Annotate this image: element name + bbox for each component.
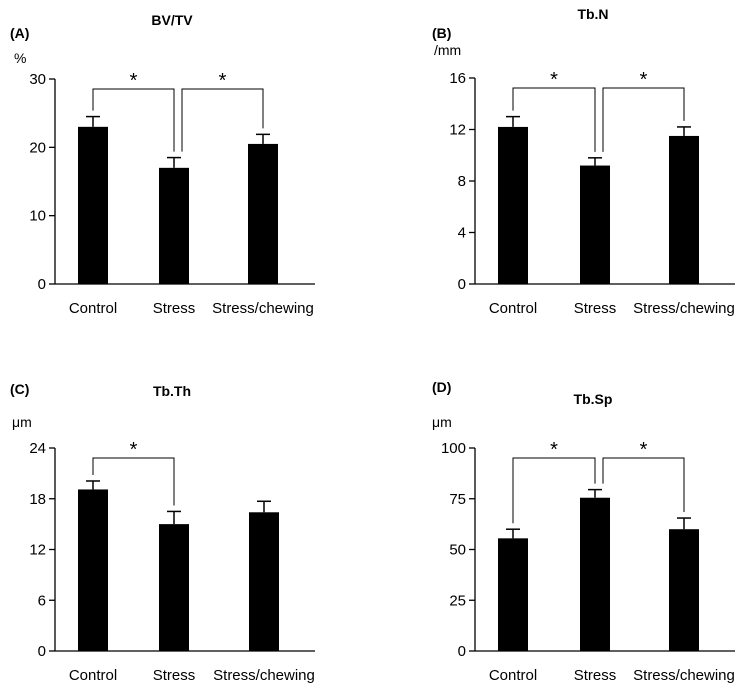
panel-1-y-tick-label-2: 20 [29, 139, 46, 156]
panel-4-y-tick-label-3: 75 [449, 491, 466, 508]
panel-2-chart-title: Tb.N [577, 6, 608, 22]
panel-1-significance-bracket-1 [92, 88, 175, 152]
panel-4-y-tick-label-4: 100 [441, 440, 466, 457]
panel-1-significance-bracket-2 [181, 88, 264, 152]
panel-4-y-tick-label-1: 25 [449, 592, 466, 609]
panel-2-panel-letter: (B) [432, 25, 451, 41]
panel-3-panel-letter: (C) [10, 381, 29, 397]
panel-1-bar-3 [248, 143, 278, 284]
panel-4-bar-3 [669, 529, 699, 651]
panel-3-y-tick-label-0: 0 [38, 643, 46, 660]
panel-1-significance-star-2: * [219, 70, 227, 92]
panel-2-y-tick-label-4: 16 [449, 70, 466, 87]
panel-3-category-label-1: Control [69, 667, 117, 684]
panel-1-y-tick-label-0: 0 [38, 276, 46, 293]
panel-3-bar-1 [78, 489, 108, 651]
panel-1-y-tick-label-1: 10 [29, 208, 46, 225]
panel-2-significance-star-2: * [640, 69, 648, 91]
panel-3-y-tick-label-3: 18 [29, 491, 46, 508]
panel-3-y-tick-label-1: 6 [38, 592, 46, 609]
panel-2-y-tick-label-3: 12 [449, 122, 466, 139]
panel-2-y-tick-label-0: 0 [458, 276, 466, 293]
panel-2-y-tick-label-1: 4 [458, 225, 466, 242]
panel-3-bar-3 [249, 512, 279, 651]
panel-4-significance-bracket-1 [512, 457, 596, 524]
panel-3-significance-star-1: * [130, 439, 138, 461]
panel-3-y-tick-label-2: 12 [29, 542, 46, 559]
panel-1-y-tick-label-3: 30 [29, 71, 46, 88]
panel-4-significance-star-2: * [640, 439, 648, 461]
panel-1-bar-1 [78, 126, 108, 284]
panel-2-category-label-2: Stress [574, 300, 617, 317]
panel-4-bar-1 [498, 538, 528, 651]
panel-4-y-unit-label: μm [432, 414, 452, 430]
panel-3-chart-title: Tb.Th [153, 383, 191, 399]
panel-1-bar-2 [159, 167, 189, 284]
panel-1-category-label-3: Stress/chewing [212, 300, 314, 317]
panel-4-chart-title: Tb.Sp [574, 391, 613, 407]
panel-1-category-label-2: Stress [153, 300, 196, 317]
panel-3-category-label-3: Stress/chewing [213, 667, 315, 684]
panel-4-category-label-2: Stress [574, 667, 617, 684]
panel-2-bar-3 [669, 135, 699, 284]
panel-3-category-label-2: Stress [153, 667, 196, 684]
panel-2-bar-1 [498, 126, 528, 284]
panel-1-y-unit-label: % [14, 50, 26, 66]
panel-3-significance-bracket-1 [92, 457, 175, 506]
panel-1-panel-letter: (A) [10, 25, 29, 41]
panel-3-y-tick-label-4: 24 [29, 440, 46, 457]
panel-3-bar-2 [159, 524, 189, 651]
panel-1-category-label-1: Control [69, 300, 117, 317]
panel-4-panel-letter: (D) [432, 379, 451, 395]
panel-4-significance-star-1: * [550, 439, 558, 461]
panel-2-category-label-1: Control [489, 300, 537, 317]
panel-4-y-tick-label-0: 0 [458, 643, 466, 660]
panel-4-category-label-3: Stress/chewing [633, 667, 735, 684]
panel-2-significance-bracket-1 [512, 87, 596, 152]
panel-2-category-label-3: Stress/chewing [633, 300, 735, 317]
panel-4-category-label-1: Control [489, 667, 537, 684]
panel-2-bar-2 [580, 165, 610, 284]
panel-1-chart-title: BV/TV [151, 12, 193, 28]
panel-2-y-unit-label: /mm [434, 42, 461, 58]
panel-4-significance-bracket-2 [602, 457, 685, 513]
panel-4-y-tick-label-2: 50 [449, 542, 466, 559]
panel-2-significance-bracket-2 [602, 87, 685, 152]
panel-2-significance-star-1: * [550, 69, 558, 91]
panel-2-y-tick-label-2: 8 [458, 173, 466, 190]
panel-3-y-unit-label: μm [12, 414, 32, 430]
panel-1-significance-star-1: * [130, 70, 138, 92]
panel-4-bar-2 [580, 497, 610, 651]
